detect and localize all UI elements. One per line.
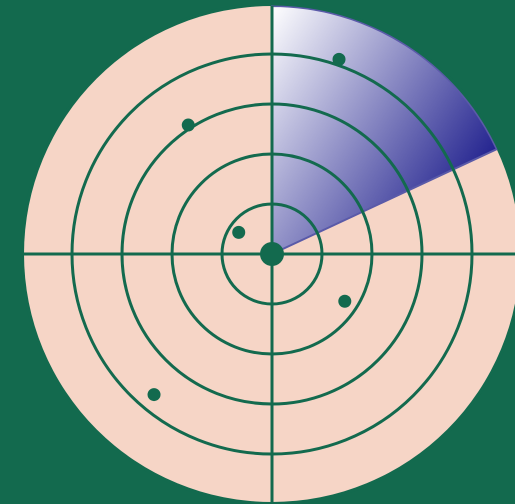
range-ring-5 [20, 2, 515, 504]
radar-blip-4 [338, 294, 352, 308]
radar-blip-3 [232, 225, 246, 239]
radar-sweep [271, 4, 499, 256]
radar-blip-1 [332, 52, 346, 66]
radar-blips [147, 52, 352, 402]
radar-blip-2 [181, 118, 195, 132]
radar-blip-5 [147, 388, 161, 402]
radar-center [260, 242, 284, 266]
